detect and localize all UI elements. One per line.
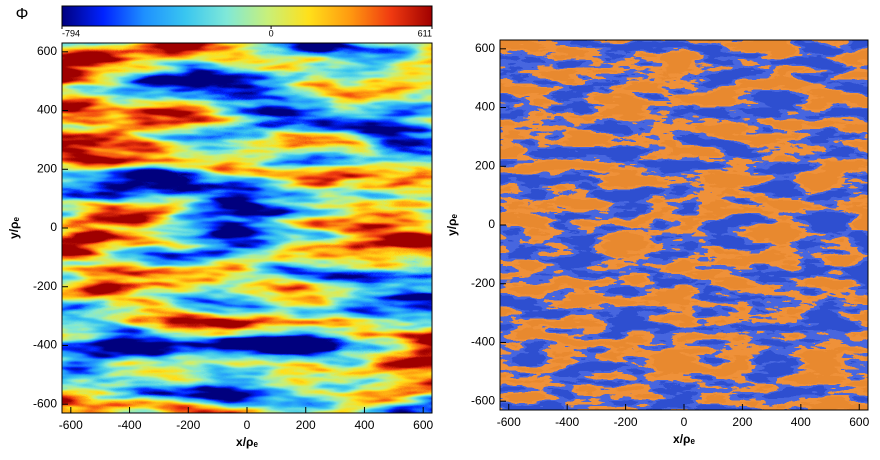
heatmap-field <box>500 40 868 410</box>
x-tick-label: -600 <box>497 415 521 429</box>
y-axis-label: y/ρₑ <box>7 217 21 239</box>
y-tick-label: 0 <box>50 220 57 234</box>
y-axis-label: y/ρₑ <box>445 214 459 236</box>
x-tick-label: 600 <box>413 418 433 432</box>
x-tick-label: -600 <box>59 418 83 432</box>
y-tick-label: 400 <box>475 100 495 114</box>
y-tick-label: -600 <box>33 396 57 410</box>
heatmap-field <box>62 43 432 413</box>
y-tick-label: 0 <box>488 217 495 231</box>
x-tick-label: 200 <box>296 418 316 432</box>
x-tick-label: -400 <box>555 415 579 429</box>
colorbar-tick-label: 0 <box>269 28 274 38</box>
y-tick-label: 200 <box>475 158 495 172</box>
x-tick-label: 400 <box>791 415 811 429</box>
x-tick-label: 0 <box>244 418 251 432</box>
y-tick-label: 600 <box>37 44 57 58</box>
x-tick-label: 600 <box>849 415 869 429</box>
x-tick-label: -200 <box>176 418 200 432</box>
y-tick-label: -200 <box>471 276 495 290</box>
x-tick-label: -400 <box>118 418 142 432</box>
colorbar-tick-label: -794 <box>62 28 80 38</box>
colorbar <box>61 5 433 27</box>
y-tick-label: 600 <box>475 41 495 55</box>
y-tick-label: -200 <box>33 279 57 293</box>
y-tick-label: 200 <box>37 161 57 175</box>
x-tick-label: 400 <box>354 418 374 432</box>
colorbar-label: Φ <box>16 6 29 23</box>
x-axis-label: x/ρₑ <box>673 432 695 446</box>
x-tick-label: 200 <box>732 415 752 429</box>
colorbar-tick-label: 611 <box>418 28 432 38</box>
y-tick-label: -600 <box>471 393 495 407</box>
y-tick-label: -400 <box>471 335 495 349</box>
x-axis-label: x/ρₑ <box>236 435 258 449</box>
y-tick-label: 400 <box>37 103 57 117</box>
y-tick-label: -400 <box>33 338 57 352</box>
x-tick-label: -200 <box>614 415 638 429</box>
x-tick-label: 0 <box>681 415 688 429</box>
